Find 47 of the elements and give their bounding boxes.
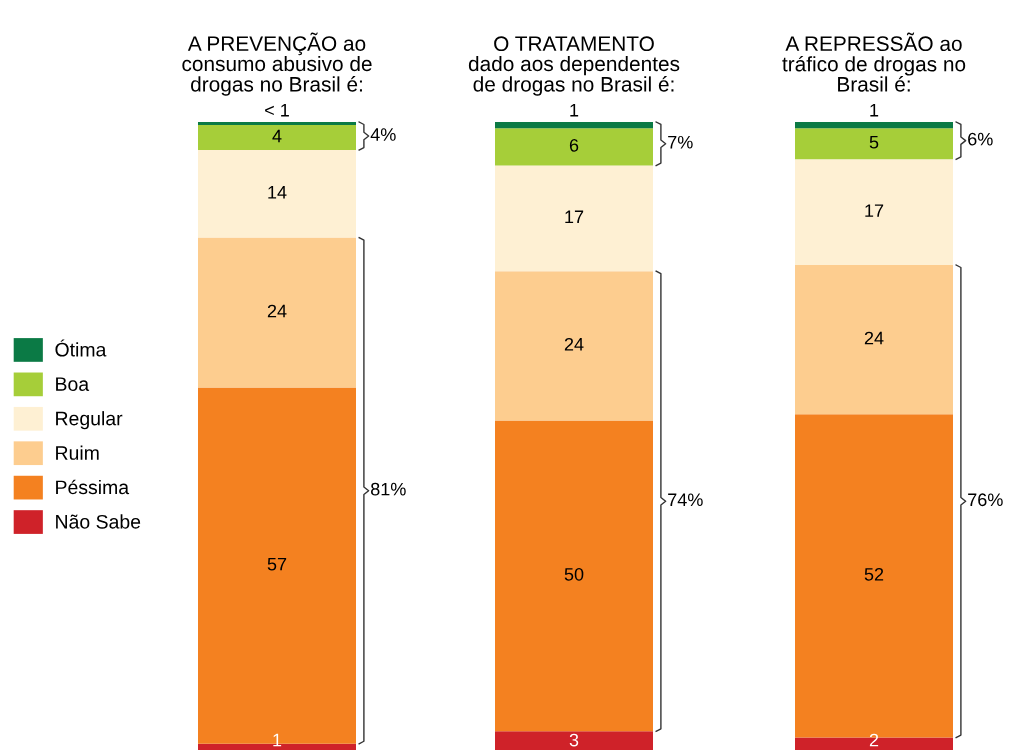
- data-label: 17: [865, 204, 884, 217]
- legend-label: Boa: [56, 377, 90, 391]
- bar: [495, 128, 653, 166]
- text: 74%: [668, 493, 703, 507]
- legend-label: Não Sabe: [56, 514, 141, 529]
- bar: [795, 128, 953, 160]
- bar: [795, 122, 953, 129]
- data-label: 50: [564, 567, 584, 581]
- data-label: 14: [268, 186, 287, 199]
- chart-title: O TRATAMENTO dado aos dependentes de drogas no Brasil é:: [468, 36, 680, 96]
- bar: [198, 237, 356, 388]
- data-label: 6: [569, 138, 579, 152]
- data-label: 52: [864, 567, 884, 581]
- bar: [495, 271, 653, 421]
- data-label: 5: [869, 136, 879, 149]
- legend-label: Ótima: [55, 339, 107, 357]
- chart-title: A PREVENÇÃO ao consumo abusivo de drogas no Brasil é:: [182, 32, 372, 96]
- bar: [198, 150, 356, 238]
- data-label: 1: [570, 103, 579, 117]
- data-label: 1: [273, 733, 282, 747]
- bar: [495, 122, 653, 129]
- data-label: 1: [870, 103, 879, 117]
- text: 6%: [968, 132, 993, 146]
- data-label: 24: [564, 337, 584, 351]
- bar: [198, 122, 356, 126]
- legend-label: Regular: [56, 411, 123, 430]
- bar: [495, 731, 653, 750]
- data-label: 57: [267, 557, 287, 571]
- data-label: 24: [267, 304, 287, 318]
- text: 4%: [370, 128, 396, 141]
- chart-title: A REPRESSÃO ao tráfico de drogas no Brasil é:: [782, 32, 966, 92]
- bar: [198, 125, 356, 151]
- bar: [495, 420, 653, 732]
- text: 7%: [668, 135, 693, 149]
- data-label: 3: [569, 733, 579, 747]
- bar: [495, 165, 653, 272]
- data-label: 4: [272, 129, 282, 143]
- legend-label: Péssima: [56, 479, 130, 495]
- text: 76%: [968, 493, 1003, 507]
- data-label: 24: [864, 331, 884, 345]
- bar: [795, 265, 953, 415]
- text: 81%: [371, 482, 406, 496]
- data-label: 2: [869, 733, 879, 747]
- data-label: 17: [565, 210, 584, 224]
- legend-label: Ruim: [56, 445, 99, 460]
- bar: [795, 159, 953, 266]
- data-label: < 1: [265, 103, 289, 117]
